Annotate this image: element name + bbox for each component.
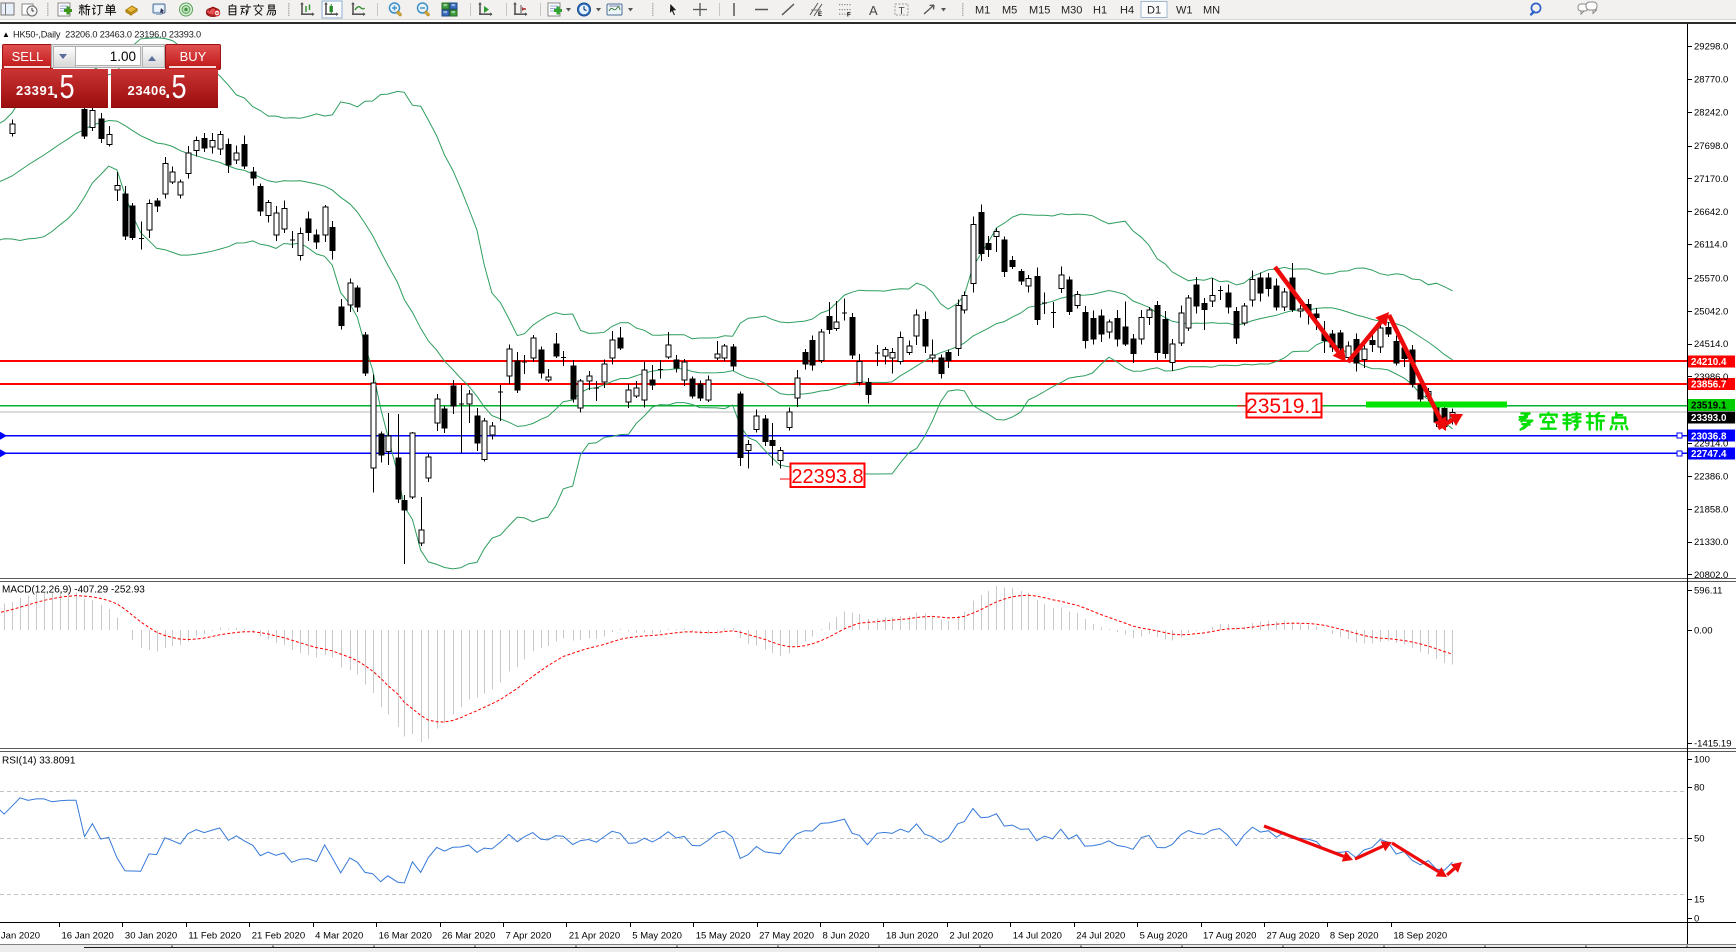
svg-text:23856.7: 23856.7 bbox=[1691, 380, 1727, 391]
svg-text:▲: ▲ bbox=[2, 30, 10, 39]
svg-text:50: 50 bbox=[1694, 834, 1705, 845]
svg-text:0.00: 0.00 bbox=[1694, 626, 1713, 637]
svg-text:23519.1: 23519.1 bbox=[1246, 395, 1322, 418]
svg-text:21 Feb 2020: 21 Feb 2020 bbox=[252, 930, 305, 941]
svg-text:MACD(12,26,9) -407.29 -252.93: MACD(12,26,9) -407.29 -252.93 bbox=[2, 585, 145, 596]
svg-text:26 Mar 2020: 26 Mar 2020 bbox=[442, 930, 495, 941]
svg-text:21 Apr 2020: 21 Apr 2020 bbox=[569, 930, 620, 941]
svg-text:26642.0: 26642.0 bbox=[1694, 207, 1728, 218]
svg-text:MN: MN bbox=[1203, 5, 1220, 17]
svg-text:27170.0: 27170.0 bbox=[1694, 174, 1728, 185]
svg-text:29298.0: 29298.0 bbox=[1694, 42, 1728, 53]
svg-text:21330.0: 21330.0 bbox=[1694, 537, 1728, 548]
svg-text:HK50-,Daily 23206.0 23463.0 2: HK50-,Daily 23206.0 23463.0 23196.0 2339… bbox=[13, 30, 201, 40]
svg-text:E: E bbox=[818, 12, 822, 18]
svg-text:27698.0: 27698.0 bbox=[1694, 141, 1728, 152]
svg-text:8 Sep 2020: 8 Sep 2020 bbox=[1330, 930, 1379, 941]
svg-text:7 Apr 2020: 7 Apr 2020 bbox=[505, 930, 551, 941]
svg-text:-1415.19: -1415.19 bbox=[1694, 739, 1732, 750]
svg-text:8 Jun 2020: 8 Jun 2020 bbox=[823, 930, 870, 941]
svg-text:17 Aug 2020: 17 Aug 2020 bbox=[1203, 930, 1256, 941]
svg-text:16 Mar 2020: 16 Mar 2020 bbox=[379, 930, 432, 941]
svg-text:F: F bbox=[847, 13, 851, 19]
svg-text:A: A bbox=[869, 3, 878, 18]
svg-text:4 Mar 2020: 4 Mar 2020 bbox=[315, 930, 363, 941]
svg-text:80: 80 bbox=[1694, 783, 1705, 794]
svg-text:16 Jan 2020: 16 Jan 2020 bbox=[62, 930, 114, 941]
svg-text:14 Jul 2020: 14 Jul 2020 bbox=[1013, 930, 1062, 941]
svg-text:2 Jan 2020: 2 Jan 2020 bbox=[0, 930, 40, 941]
svg-text:27 May 2020: 27 May 2020 bbox=[759, 930, 814, 941]
svg-text:22393.8: 22393.8 bbox=[791, 466, 863, 488]
svg-text:20802.0: 20802.0 bbox=[1694, 570, 1728, 581]
svg-text:5 May 2020: 5 May 2020 bbox=[632, 930, 682, 941]
svg-text:28242.0: 28242.0 bbox=[1694, 107, 1728, 118]
svg-text:26114.0: 26114.0 bbox=[1694, 240, 1728, 251]
svg-text:15 May 2020: 15 May 2020 bbox=[696, 930, 751, 941]
svg-text:0: 0 bbox=[1694, 914, 1699, 925]
svg-text:24 Jul 2020: 24 Jul 2020 bbox=[1076, 930, 1125, 941]
svg-text:T: T bbox=[899, 6, 905, 17]
svg-text:28770.0: 28770.0 bbox=[1694, 74, 1728, 85]
svg-text:M15: M15 bbox=[1029, 5, 1050, 17]
svg-text:H4: H4 bbox=[1120, 5, 1134, 17]
svg-text:22747.4: 22747.4 bbox=[1691, 449, 1727, 460]
svg-text:25570.0: 25570.0 bbox=[1694, 273, 1728, 284]
svg-text:100: 100 bbox=[1694, 755, 1710, 766]
svg-text:23036.8: 23036.8 bbox=[1691, 431, 1727, 442]
svg-text:24514.0: 24514.0 bbox=[1694, 339, 1728, 350]
svg-text:18 Sep 2020: 18 Sep 2020 bbox=[1393, 930, 1447, 941]
svg-text:M1: M1 bbox=[975, 5, 990, 17]
svg-text:18 Jun 2020: 18 Jun 2020 bbox=[886, 930, 938, 941]
svg-text:M30: M30 bbox=[1061, 5, 1082, 17]
svg-text:23986.0: 23986.0 bbox=[1694, 372, 1728, 383]
svg-text:W1: W1 bbox=[1176, 5, 1193, 17]
svg-text:2 Jul 2020: 2 Jul 2020 bbox=[949, 930, 993, 941]
svg-text:D1: D1 bbox=[1147, 5, 1161, 17]
svg-text:27 Aug 2020: 27 Aug 2020 bbox=[1266, 930, 1319, 941]
svg-text:23393.0: 23393.0 bbox=[1691, 413, 1727, 424]
svg-text:21858.0: 21858.0 bbox=[1694, 504, 1728, 515]
svg-text:H1: H1 bbox=[1093, 5, 1107, 17]
svg-text:25042.0: 25042.0 bbox=[1694, 306, 1728, 317]
svg-text:15: 15 bbox=[1694, 895, 1705, 906]
svg-text:22914.0: 22914.0 bbox=[1694, 439, 1728, 450]
svg-text:M5: M5 bbox=[1002, 5, 1017, 17]
svg-text:RSI(14) 33.8091: RSI(14) 33.8091 bbox=[2, 756, 76, 767]
svg-text:596.11: 596.11 bbox=[1694, 586, 1722, 597]
svg-text:24210.4: 24210.4 bbox=[1691, 357, 1727, 368]
svg-text:11 Feb 2020: 11 Feb 2020 bbox=[188, 930, 241, 941]
svg-text:22386.0: 22386.0 bbox=[1694, 472, 1728, 483]
svg-text:23519.1: 23519.1 bbox=[1691, 401, 1727, 412]
svg-text:5 Aug 2020: 5 Aug 2020 bbox=[1140, 930, 1188, 941]
svg-text:30 Jan 2020: 30 Jan 2020 bbox=[125, 930, 177, 941]
